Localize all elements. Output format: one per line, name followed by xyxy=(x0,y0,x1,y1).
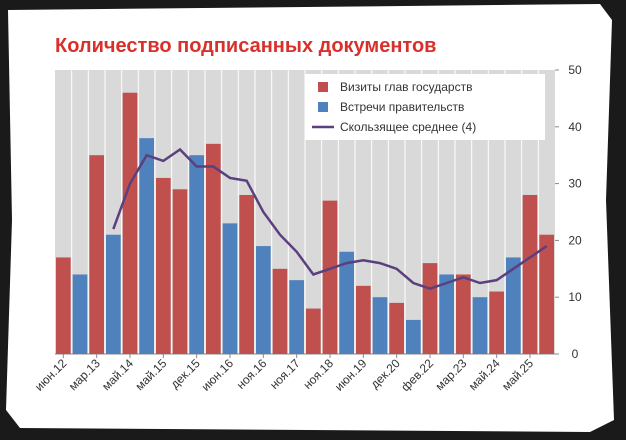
bar xyxy=(456,274,471,354)
bar xyxy=(306,308,321,354)
bar xyxy=(189,155,204,354)
bar xyxy=(72,274,88,354)
chart-title: Количество подписанных документов xyxy=(55,35,436,57)
bar xyxy=(239,194,254,354)
legend-label: Скользящее среднее (4) xyxy=(340,120,476,134)
y-tick-label: 50 xyxy=(568,63,582,77)
bar xyxy=(339,251,354,354)
bar xyxy=(106,234,121,354)
y-tick-label: 10 xyxy=(568,290,582,304)
bar xyxy=(372,297,388,354)
bar xyxy=(506,257,521,354)
bar xyxy=(56,257,71,354)
moving-average-line xyxy=(112,147,548,291)
bar xyxy=(472,297,488,354)
bar xyxy=(122,92,138,354)
bar xyxy=(156,177,171,354)
legend-label: Визиты глав государств xyxy=(340,80,472,94)
bar xyxy=(406,319,421,354)
legend-swatch xyxy=(318,82,328,92)
bar xyxy=(139,138,154,354)
bar xyxy=(222,223,238,354)
bar xyxy=(272,268,288,354)
bar xyxy=(289,280,304,354)
bar xyxy=(539,234,554,354)
y-tick-label: 20 xyxy=(568,233,582,247)
bar xyxy=(356,285,371,354)
bar xyxy=(522,194,538,354)
bar xyxy=(389,302,404,354)
bar xyxy=(422,263,438,354)
y-tick-label: 30 xyxy=(568,177,582,191)
y-tick-label: 0 xyxy=(572,347,579,361)
legend-label: Встречи правительств xyxy=(340,100,464,114)
bar xyxy=(322,200,338,354)
y-tick-label: 40 xyxy=(568,120,582,134)
bar xyxy=(206,143,221,354)
bar xyxy=(489,291,504,354)
bar xyxy=(172,189,188,354)
bar xyxy=(256,246,271,354)
bar xyxy=(89,155,104,354)
bar xyxy=(439,274,454,354)
legend-swatch xyxy=(318,102,328,112)
